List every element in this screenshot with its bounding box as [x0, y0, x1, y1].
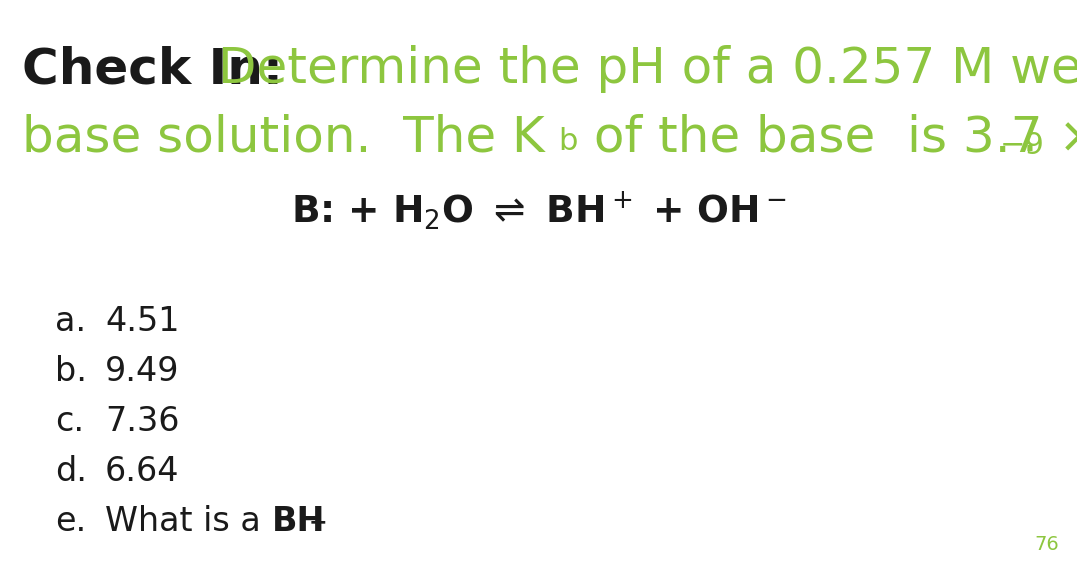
Text: 4.51: 4.51: [104, 305, 180, 338]
Text: +: +: [309, 513, 327, 533]
Text: b.: b.: [55, 355, 87, 388]
Text: Determine the pH of a 0.257 M weak: Determine the pH of a 0.257 M weak: [218, 45, 1077, 93]
Text: e.: e.: [55, 505, 86, 538]
Text: a.: a.: [55, 305, 86, 338]
Text: 9.49: 9.49: [104, 355, 180, 388]
Text: of the base  is 3.7 × 10: of the base is 3.7 × 10: [578, 113, 1077, 161]
Text: Check In:: Check In:: [22, 45, 283, 93]
Text: .: .: [1022, 113, 1038, 161]
Text: c.: c.: [55, 405, 84, 438]
Text: What is a: What is a: [104, 505, 271, 538]
Text: 7.36: 7.36: [104, 405, 180, 438]
Text: B: + H$_2$O $\rightleftharpoons$ BH$^+$ + OH$^-$: B: + H$_2$O $\rightleftharpoons$ BH$^+$ …: [291, 190, 786, 232]
Text: 76: 76: [1034, 535, 1059, 554]
Text: −9: −9: [1001, 131, 1045, 160]
Text: BH: BH: [272, 505, 325, 538]
Text: b: b: [558, 127, 577, 156]
Text: 6.64: 6.64: [104, 455, 180, 488]
Text: base solution.  The K: base solution. The K: [22, 113, 545, 161]
Text: d.: d.: [55, 455, 87, 488]
